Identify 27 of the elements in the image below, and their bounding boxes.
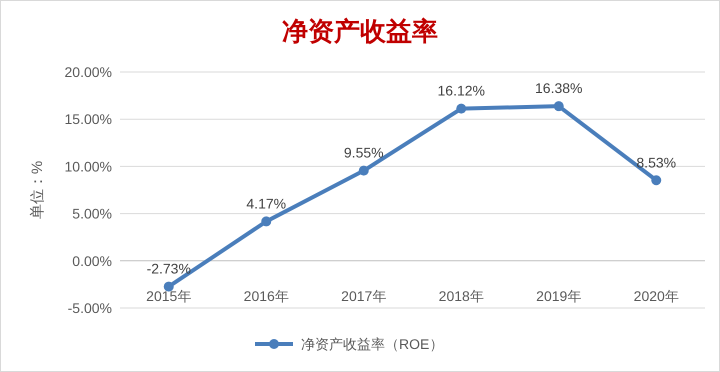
data-label: 16.38% [535, 80, 582, 96]
data-label: -2.73% [146, 260, 191, 277]
x-tick-label: 2015年 [146, 288, 192, 304]
x-tick-label: 2020年 [634, 288, 679, 304]
y-axis-title: 单位：% [29, 160, 46, 220]
data-label: 8.53% [636, 154, 676, 170]
x-tick-label: 2019年 [536, 288, 582, 304]
x-tick-label: 2018年 [438, 288, 484, 304]
point [164, 282, 174, 292]
chart-title: 净资产收益率 [282, 17, 438, 46]
y-tick-label: 0.00% [72, 252, 112, 269]
data-label: 4.17% [246, 195, 286, 212]
legend-label: 净资产收益率（ROE） [301, 336, 444, 352]
point [554, 101, 564, 112]
point [651, 175, 662, 186]
point [358, 166, 369, 176]
data-label: 16.12% [438, 82, 485, 99]
x-tick-label: 2017年 [341, 288, 386, 304]
y-tick-label: -5.00% [68, 300, 112, 316]
y-tick-label: 15.00% [64, 111, 112, 128]
y-tick-label: 20.00% [64, 64, 112, 80]
y-tick-label: 10.00% [64, 158, 112, 174]
point [456, 104, 466, 114]
x-tick-label: 2016年 [244, 288, 289, 304]
point [261, 216, 272, 226]
y-tick-label: 5.00% [72, 206, 112, 222]
data-label: 9.55% [344, 144, 384, 161]
